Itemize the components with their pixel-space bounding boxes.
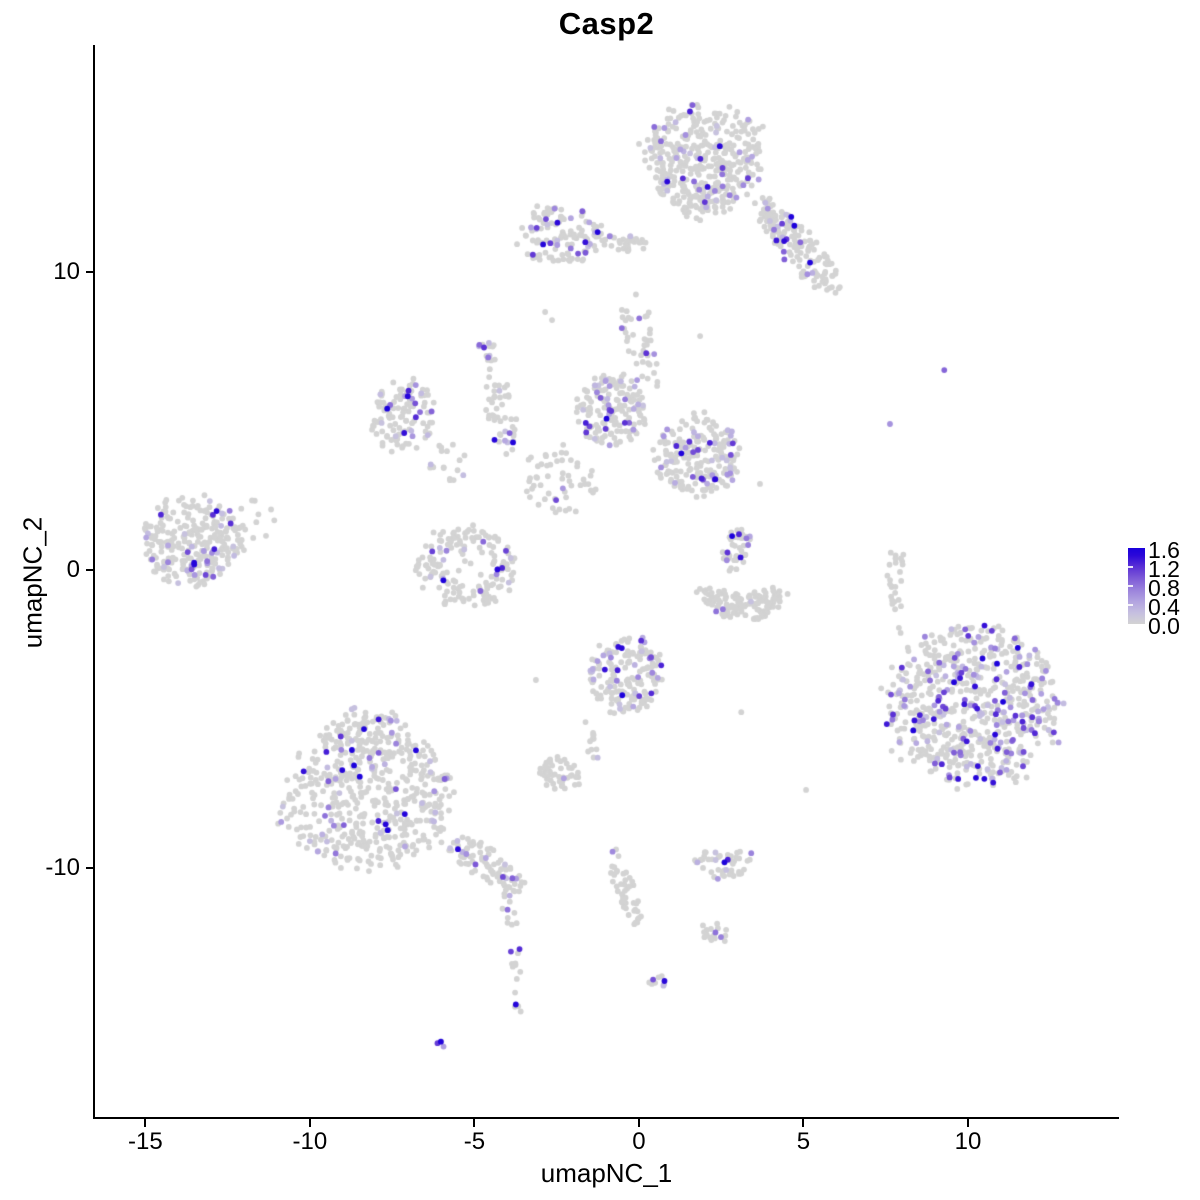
x-axis-title: umapNC_1 [95, 1158, 1118, 1189]
y-tick [86, 271, 94, 273]
x-tick-label: 10 [923, 1128, 1013, 1156]
x-tick [473, 1119, 475, 1127]
y-tick-label: -10 [10, 854, 80, 882]
plot-title: Casp2 [95, 6, 1118, 42]
x-tick-label: -5 [429, 1128, 519, 1156]
x-tick [967, 1119, 969, 1127]
legend-tick-label: 0.0 [1148, 615, 1180, 638]
x-tick [802, 1119, 804, 1127]
y-axis-title: umapNC_2 [18, 433, 49, 733]
y-tick-label: 10 [10, 258, 80, 286]
x-tick-label: -10 [265, 1128, 355, 1156]
scatter-points-canvas [0, 0, 1200, 1200]
feature-plot-figure: Casp2 -15-10-50510 100-10 umapNC_1 umapN… [0, 0, 1200, 1200]
y-tick [86, 569, 94, 571]
y-tick [86, 867, 94, 869]
x-tick-label: 5 [758, 1128, 848, 1156]
y-axis-line [93, 45, 95, 1119]
legend-notch [1128, 604, 1133, 606]
x-axis-line [93, 1117, 1119, 1119]
x-tick [144, 1119, 146, 1127]
legend-notch [1128, 566, 1133, 568]
x-tick [309, 1119, 311, 1127]
x-tick [638, 1119, 640, 1127]
x-tick-label: 0 [594, 1128, 684, 1156]
x-tick-label: -15 [100, 1128, 190, 1156]
legend-notch [1128, 585, 1133, 587]
